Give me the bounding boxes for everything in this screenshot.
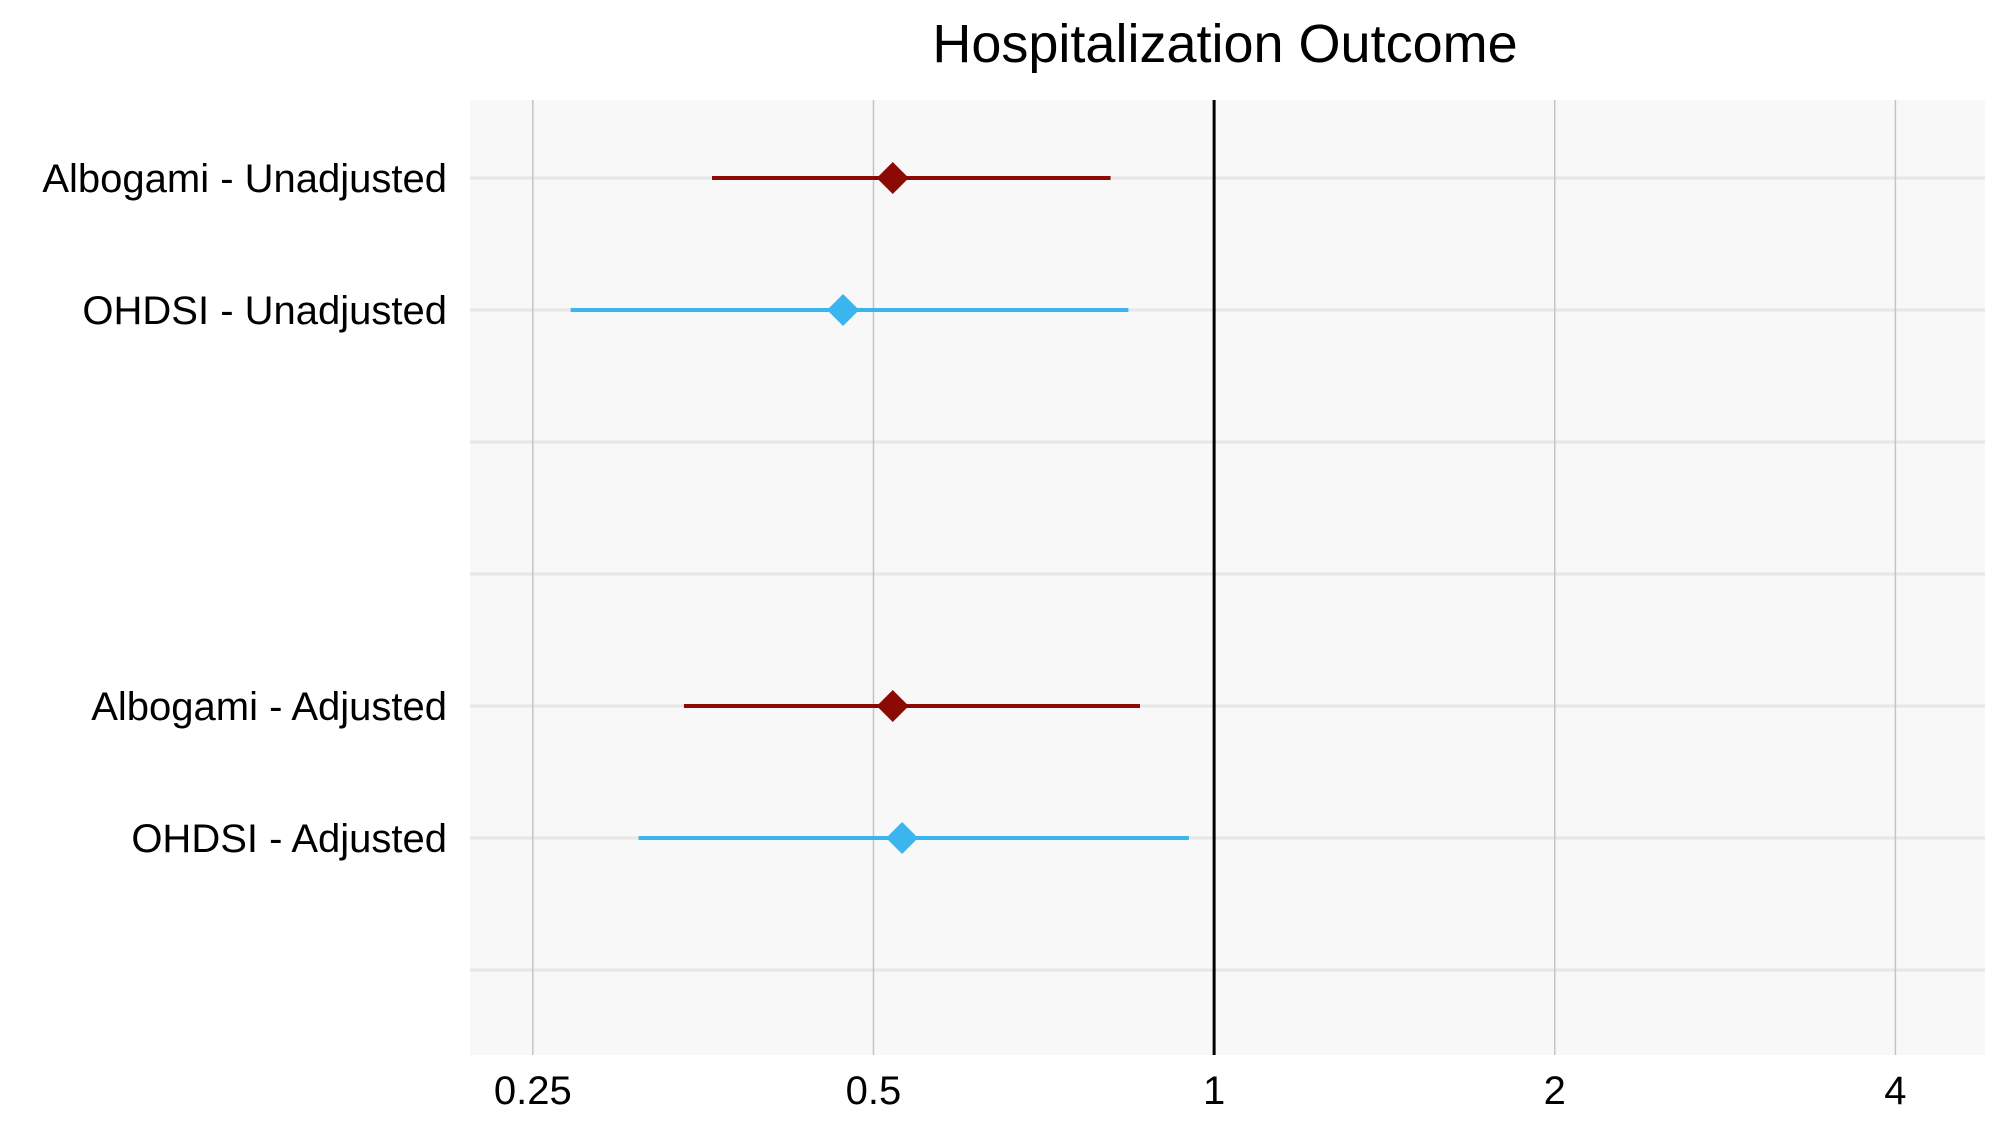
x-tick-label: 1: [1203, 1069, 1225, 1113]
point-estimate: [876, 690, 909, 722]
x-tick-label: 0.25: [494, 1069, 572, 1113]
point-estimate: [876, 162, 909, 194]
plot-panel: [470, 100, 1985, 1055]
chart-title: Hospitalization Outcome: [932, 14, 1517, 74]
row-label: Albogami - Adjusted: [91, 685, 447, 729]
x-tick-label: 4: [1884, 1069, 1906, 1113]
x-axis-tick-labels: 0.25 0.5 1 2 4: [494, 1069, 1907, 1113]
row-labels: Albogami - Unadjusted OHDSI - Unadjusted A…: [42, 157, 447, 861]
point-estimate: [827, 294, 860, 326]
row-label: Albogami - Unadjusted: [42, 157, 447, 201]
x-tick-label: 2: [1544, 1069, 1566, 1113]
row-label: OHDSI - Adjusted: [131, 817, 447, 861]
row-label: OHDSI - Unadjusted: [82, 289, 447, 333]
x-tick-label: 0.5: [846, 1069, 902, 1113]
estimates-layer: [570, 162, 1189, 854]
point-estimate: [886, 822, 919, 854]
